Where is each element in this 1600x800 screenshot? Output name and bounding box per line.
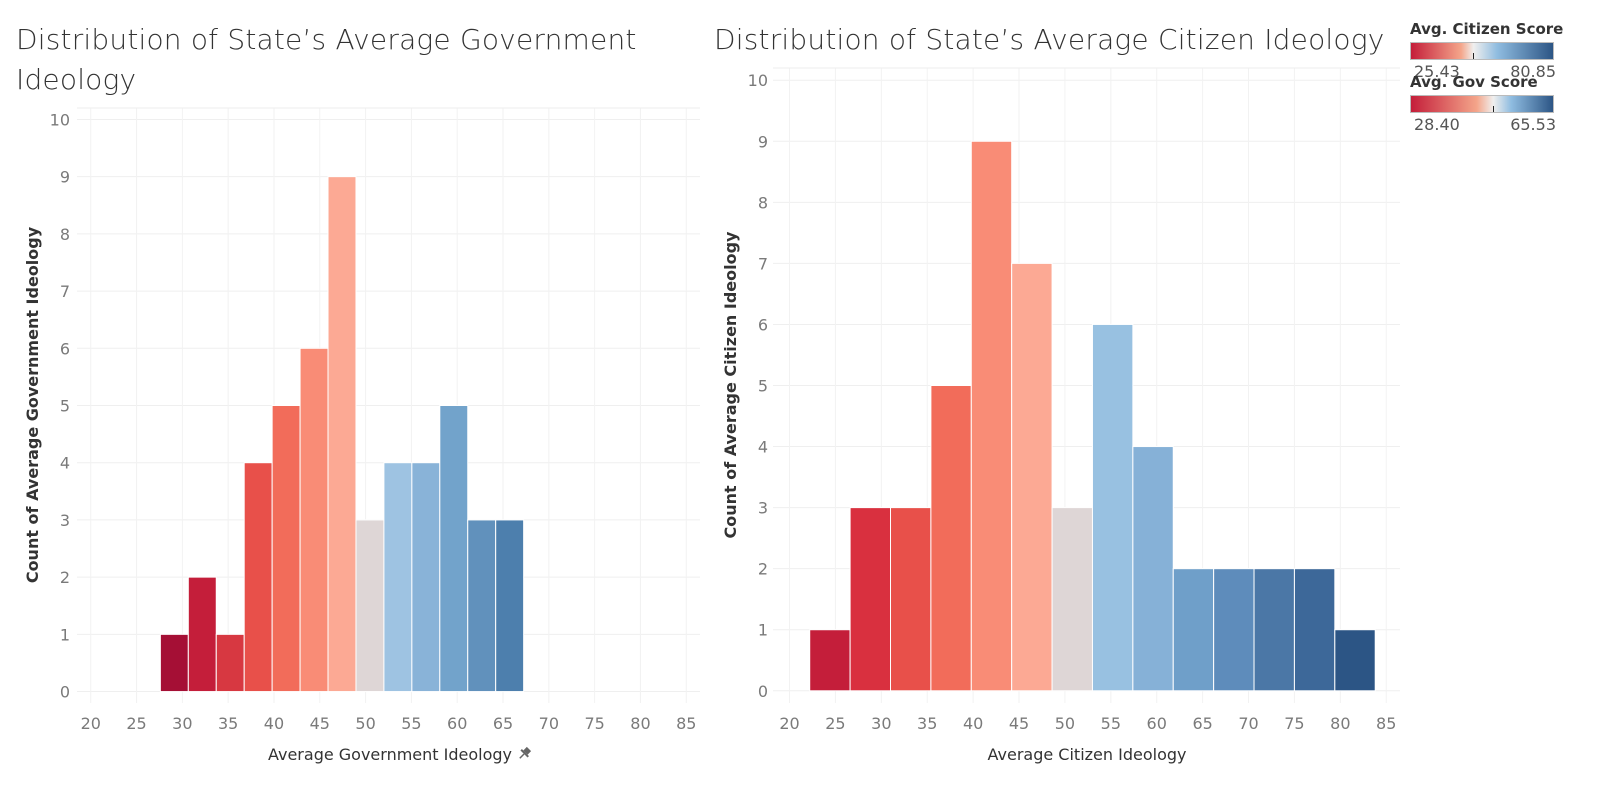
citizen-histogram-bar[interactable] — [849, 507, 892, 692]
citizen-y-tick-label: 7 — [758, 254, 768, 273]
citizen-histogram-bar[interactable] — [1172, 568, 1215, 692]
right-chart-title: Distribution of State’s Average Citizen … — [714, 23, 1385, 56]
gov-y-axis-title: Count of Average Government Ideology — [23, 226, 42, 583]
citizen-x-tick-label: 85 — [1376, 714, 1396, 733]
citizen-y-tick-label: 0 — [758, 682, 768, 701]
citizen-x-tick-label: 35 — [917, 714, 937, 733]
citizen-x-axis-title: Average Citizen Ideology — [988, 745, 1187, 764]
gov-histogram-bar[interactable] — [383, 462, 413, 693]
gov-y-tick-label: 8 — [60, 225, 70, 244]
citizen-x-tick-label: 50 — [1055, 714, 1075, 733]
citizen-y-tick-label: 1 — [758, 621, 768, 640]
gov-bars — [159, 176, 525, 693]
citizen-x-tick-label: 55 — [1101, 714, 1121, 733]
citizen-y-axis-title: Count of Average Citizen Ideology — [721, 231, 740, 539]
gov-y-tick-label: 6 — [60, 339, 70, 358]
gov-x-tick-label: 80 — [630, 714, 650, 733]
citizen-histogram-bar[interactable] — [1011, 262, 1053, 692]
gov-y-tick-label: 5 — [60, 397, 70, 416]
citizen-x-tick-label: 65 — [1192, 714, 1212, 733]
legend-gov-score-title: Avg. Gov Score — [1410, 73, 1538, 91]
citizen-y-tick-label: 3 — [758, 499, 768, 518]
gov-x-tick-label: 45 — [310, 714, 330, 733]
gov-histogram-bar[interactable] — [467, 519, 497, 693]
legend-citizen-score-title: Avg. Citizen Score — [1410, 20, 1564, 38]
legend-citizen-score-min: 25.43 — [1414, 62, 1460, 81]
gov-y-tick-label: 9 — [60, 168, 70, 187]
citizen-x-tick-label: 40 — [963, 714, 983, 733]
citizen-x-tick-label: 20 — [779, 714, 799, 733]
citizen-histogram-bar[interactable] — [1253, 568, 1295, 692]
gov-x-tick-label: 55 — [401, 714, 421, 733]
gov-y-tick-label: 0 — [60, 683, 70, 702]
gov-histogram-bar[interactable] — [495, 519, 525, 693]
citizen-y-tick-label: 2 — [758, 560, 768, 579]
gov-histogram-bar[interactable] — [187, 576, 217, 693]
legend-citizen-score[interactable]: Avg. Citizen Score 25.43 80.85 — [1410, 20, 1596, 82]
gov-x-tick-label: 50 — [355, 714, 375, 733]
gov-y-tick-label: 2 — [60, 568, 70, 587]
gov-histogram-bar[interactable] — [411, 462, 441, 693]
legend-citizen-score-ramp — [1410, 42, 1554, 60]
gov-y-tick-label: 3 — [60, 511, 70, 530]
gov-x-tick-label: 60 — [447, 714, 467, 733]
gov-x-tick-label: 40 — [264, 714, 284, 733]
gov-x-tick-label: 20 — [81, 714, 101, 733]
citizen-y-tick-label: 9 — [758, 132, 768, 151]
citizen-histogram-bar[interactable] — [930, 385, 972, 692]
gov-y-tick-label: 4 — [60, 454, 70, 473]
legend-citizen-score-max: 80.85 — [1510, 62, 1556, 81]
legend-gov-score-midpoint — [1493, 106, 1495, 112]
gov-x-tick-label: 85 — [676, 714, 696, 733]
citizen-y-tick-label: 6 — [758, 315, 768, 334]
gov-y-tick-label: 10 — [50, 110, 70, 129]
gov-histogram-bar[interactable] — [159, 633, 189, 693]
citizen-histogram-bar[interactable] — [1334, 629, 1376, 692]
legend-gov-score-max: 65.53 — [1510, 115, 1556, 134]
legend-gov-score-ramp — [1410, 95, 1554, 113]
legend-gov-score-min: 28.40 — [1414, 115, 1460, 134]
gov-y-tick-label: 1 — [60, 625, 70, 644]
citizen-histogram-bar[interactable] — [1293, 568, 1336, 692]
gov-histogram-bar[interactable] — [243, 462, 273, 693]
gov-x-tick-label: 75 — [584, 714, 604, 733]
gov-y-tick-label: 7 — [60, 282, 70, 301]
citizen-histogram-bar[interactable] — [1213, 568, 1255, 692]
citizen-histogram-bar[interactable] — [970, 140, 1013, 692]
citizen-histogram-bar[interactable] — [890, 507, 932, 692]
citizen-x-tick-label: 25 — [825, 714, 845, 733]
citizen-x-tick-label: 70 — [1238, 714, 1258, 733]
legend-citizen-score-midpoint — [1473, 53, 1475, 59]
citizen-y-tick-label: 4 — [758, 438, 768, 457]
citizen-x-tick-label: 45 — [1009, 714, 1029, 733]
gov-x-tick-label: 35 — [218, 714, 238, 733]
gov-histogram-bar[interactable] — [215, 633, 245, 693]
gov-x-axis-title: Average Government Ideology — [268, 745, 512, 764]
citizen-y-tick-label: 10 — [748, 71, 768, 90]
gov-x-tick-label: 30 — [172, 714, 192, 733]
citizen-bars — [809, 140, 1376, 692]
citizen-x-tick-label: 30 — [871, 714, 891, 733]
gov-histogram-bar[interactable] — [439, 405, 469, 693]
legend-gov-score[interactable]: Avg. Gov Score 28.40 65.53 — [1410, 73, 1596, 135]
gov-x-tick-label: 70 — [539, 714, 559, 733]
citizen-y-tick-label: 8 — [758, 193, 768, 212]
pin-icon[interactable] — [516, 746, 532, 762]
citizen-x-tick-label: 60 — [1147, 714, 1167, 733]
left-chart-title: Distribution of State’s Average Governme… — [16, 23, 637, 96]
gov-x-tick-label: 65 — [493, 714, 513, 733]
citizen-histogram-bar[interactable] — [1091, 323, 1134, 692]
gov-x-tick-label: 25 — [126, 714, 146, 733]
gov-histogram-bar[interactable] — [271, 405, 301, 693]
citizen-histogram-bar[interactable] — [1132, 446, 1174, 692]
citizen-histogram-bar[interactable] — [1051, 507, 1093, 692]
citizen-x-tick-label: 75 — [1284, 714, 1304, 733]
citizen-histogram-bar[interactable] — [809, 629, 851, 692]
gov-histogram-bar[interactable] — [327, 176, 357, 693]
citizen-x-tick-label: 80 — [1330, 714, 1350, 733]
citizen-y-tick-label: 5 — [758, 377, 768, 396]
